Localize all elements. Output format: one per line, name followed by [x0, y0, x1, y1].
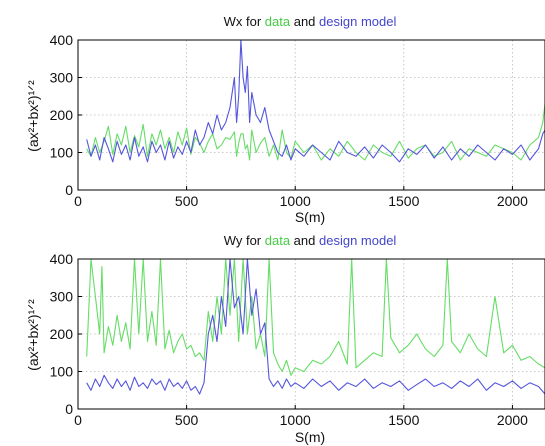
- x-tick-label: 0: [74, 412, 82, 428]
- chart-wy: Wy for data and design model 0 500 1000 150…: [25, 233, 545, 445]
- chart-title: Wy for data and design model: [224, 233, 397, 248]
- x-tick-label: 2000: [497, 412, 528, 428]
- y-tick-label: 0: [65, 401, 73, 417]
- series-layer: [86, 40, 545, 163]
- y-tick-label: 100: [50, 364, 74, 380]
- y-tick-label: 300: [50, 289, 74, 305]
- y-axis-label: (ax²+bx²)¹ᐟ²: [25, 299, 41, 371]
- y-tick-label: 300: [50, 70, 74, 86]
- x-tick-label: 1500: [388, 193, 419, 209]
- y-axis-label: (ax²+bx²)¹ᐟ²: [25, 80, 41, 152]
- series-line-design-model: [86, 259, 545, 395]
- x-tick-label: 2000: [497, 193, 528, 209]
- series-line-design-model: [86, 40, 545, 163]
- x-tick-label: 1000: [280, 193, 311, 209]
- y-tick-label: 200: [50, 326, 74, 342]
- x-tick-label: 500: [175, 193, 199, 209]
- x-tick-label: 1500: [388, 412, 419, 428]
- y-tick-label: 400: [50, 32, 74, 48]
- x-axis-label: S(m): [295, 209, 325, 225]
- x-tick-label: 0: [74, 193, 82, 209]
- grid: [77, 39, 545, 191]
- chart-title: Wx for data and design model: [224, 14, 397, 29]
- y-tick-label: 400: [50, 251, 74, 267]
- x-tick-label: 500: [175, 412, 199, 428]
- chart-wx: Wx for data and design model 0 500 1000 150…: [25, 14, 545, 225]
- series-line-data: [86, 259, 545, 376]
- y-tick-label: 0: [65, 182, 73, 198]
- axis-ticks: 0 500 1000 1500 2000 0 100 200 300 400: [50, 251, 529, 428]
- x-axis-label: S(m): [295, 429, 325, 445]
- x-tick-label: 1000: [280, 412, 311, 428]
- series-layer: [86, 259, 545, 395]
- y-tick-label: 200: [50, 107, 74, 123]
- y-tick-label: 100: [50, 145, 74, 161]
- axis-ticks: 0 500 1000 1500 2000 0 100 200 300 400: [50, 32, 529, 209]
